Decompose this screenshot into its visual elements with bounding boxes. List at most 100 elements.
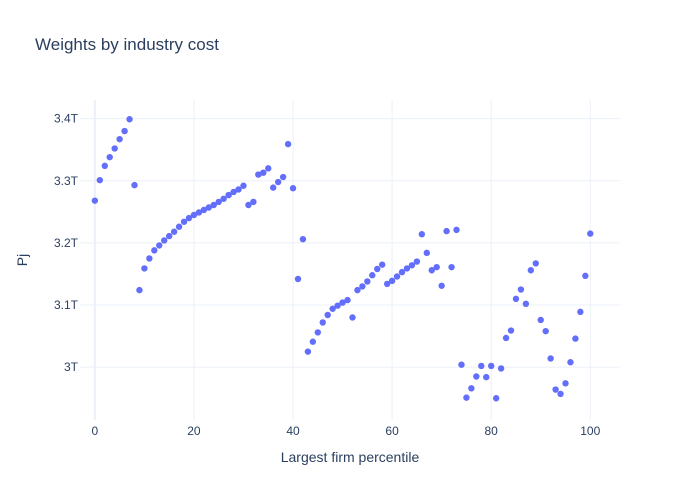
data-point[interactable] xyxy=(557,390,564,398)
data-point[interactable] xyxy=(165,232,173,240)
data-point[interactable] xyxy=(359,283,366,290)
data-point[interactable] xyxy=(344,296,351,304)
data-point[interactable] xyxy=(205,204,213,211)
data-point[interactable] xyxy=(131,181,138,189)
data-point[interactable] xyxy=(502,334,510,342)
data-point[interactable] xyxy=(478,362,485,370)
data-point[interactable] xyxy=(552,386,559,393)
data-point[interactable] xyxy=(245,201,252,209)
data-point[interactable] xyxy=(210,201,217,209)
data-point[interactable] xyxy=(240,182,247,189)
data-point[interactable] xyxy=(185,214,193,222)
data-point[interactable] xyxy=(542,327,549,335)
data-point[interactable] xyxy=(572,335,579,342)
data-point[interactable] xyxy=(274,178,282,186)
data-point[interactable] xyxy=(260,169,267,176)
data-point[interactable] xyxy=(265,165,272,172)
data-point[interactable] xyxy=(349,314,356,321)
data-point[interactable] xyxy=(483,373,490,381)
data-point[interactable] xyxy=(369,272,376,279)
data-point[interactable] xyxy=(423,249,430,257)
data-point[interactable] xyxy=(497,365,505,372)
data-point[interactable] xyxy=(582,272,589,280)
data-point[interactable] xyxy=(458,361,465,368)
data-point[interactable] xyxy=(473,373,480,380)
data-point[interactable] xyxy=(235,186,242,193)
data-point[interactable] xyxy=(96,176,104,184)
data-point[interactable] xyxy=(294,275,302,283)
data-point[interactable] xyxy=(279,173,287,181)
data-point[interactable] xyxy=(487,362,495,370)
data-point[interactable] xyxy=(492,395,500,402)
data-point[interactable] xyxy=(354,286,361,294)
data-point[interactable] xyxy=(567,359,574,366)
data-point[interactable] xyxy=(195,209,203,216)
data-point[interactable] xyxy=(299,235,307,243)
data-point[interactable] xyxy=(374,265,381,273)
data-point[interactable] xyxy=(126,116,133,123)
data-point[interactable] xyxy=(388,277,396,285)
data-point[interactable] xyxy=(547,355,554,362)
data-point[interactable] xyxy=(413,258,421,265)
data-point[interactable] xyxy=(587,230,594,237)
data-point[interactable] xyxy=(398,268,406,276)
data-point[interactable] xyxy=(562,380,569,387)
data-point[interactable] xyxy=(309,338,317,345)
data-point[interactable] xyxy=(433,263,440,271)
data-point[interactable] xyxy=(250,198,257,206)
data-point[interactable] xyxy=(101,162,108,170)
data-point[interactable] xyxy=(463,394,470,401)
data-point[interactable] xyxy=(141,265,148,272)
data-point[interactable] xyxy=(527,267,535,274)
data-point[interactable] xyxy=(116,135,123,143)
data-point[interactable] xyxy=(512,295,520,303)
data-point[interactable] xyxy=(428,267,435,274)
data-point[interactable] xyxy=(200,206,208,214)
data-point[interactable] xyxy=(537,316,544,324)
data-point[interactable] xyxy=(106,153,113,161)
data-point[interactable] xyxy=(284,140,292,148)
data-point[interactable] xyxy=(111,145,118,152)
data-point[interactable] xyxy=(577,308,584,316)
data-point[interactable] xyxy=(255,171,262,178)
data-point[interactable] xyxy=(121,127,128,135)
data-point[interactable] xyxy=(180,218,188,225)
data-point[interactable] xyxy=(403,265,411,272)
data-point[interactable] xyxy=(319,319,326,326)
data-point[interactable] xyxy=(532,260,539,267)
data-point[interactable] xyxy=(383,280,391,288)
data-point[interactable] xyxy=(146,255,153,262)
data-point[interactable] xyxy=(136,286,143,294)
data-point[interactable] xyxy=(379,261,386,268)
data-point[interactable] xyxy=(443,227,450,235)
data-point[interactable] xyxy=(220,195,227,202)
data-point[interactable] xyxy=(453,226,460,234)
data-point[interactable] xyxy=(304,348,312,355)
data-point[interactable] xyxy=(393,273,401,280)
data-point[interactable] xyxy=(438,282,445,289)
data-point[interactable] xyxy=(517,286,525,293)
data-point[interactable] xyxy=(156,242,163,249)
data-point[interactable] xyxy=(324,311,331,319)
data-point[interactable] xyxy=(215,198,222,206)
data-point[interactable] xyxy=(270,184,277,191)
data-point[interactable] xyxy=(329,305,336,312)
data-point[interactable] xyxy=(170,228,178,235)
data-point[interactable] xyxy=(418,231,426,238)
data-point[interactable] xyxy=(334,302,341,309)
data-point[interactable] xyxy=(175,223,183,230)
data-point[interactable] xyxy=(151,247,158,254)
data-point[interactable] xyxy=(448,263,455,271)
data-point[interactable] xyxy=(339,299,346,306)
data-point[interactable] xyxy=(364,278,371,285)
data-point[interactable] xyxy=(91,197,99,204)
data-point[interactable] xyxy=(225,191,232,199)
data-point[interactable] xyxy=(230,188,237,196)
data-point[interactable] xyxy=(314,329,321,336)
data-point[interactable] xyxy=(522,300,530,308)
data-point[interactable] xyxy=(507,327,515,334)
data-point[interactable] xyxy=(468,385,475,392)
data-point[interactable] xyxy=(408,262,416,269)
data-point[interactable] xyxy=(289,185,297,192)
data-point[interactable] xyxy=(190,211,198,219)
